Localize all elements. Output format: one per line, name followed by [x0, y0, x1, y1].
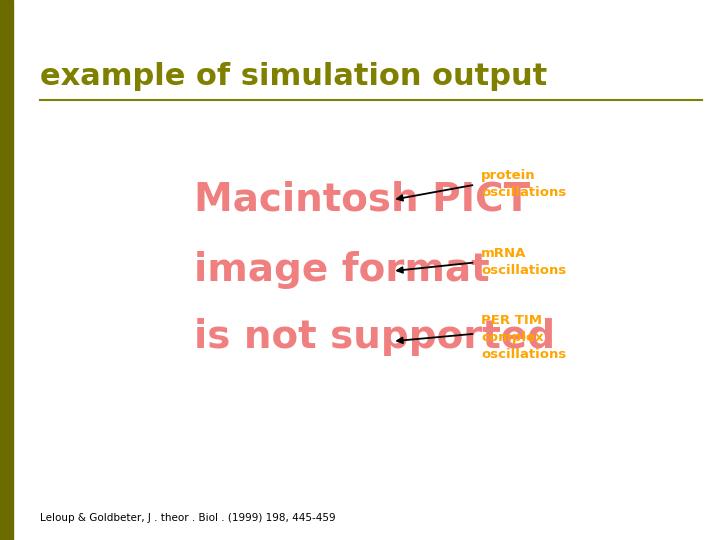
Text: image format: image format — [194, 251, 490, 289]
Text: example of simulation output: example of simulation output — [40, 62, 547, 91]
Text: Leloup & Goldbeter, J . theor . Biol . (1999) 198, 445-459: Leloup & Goldbeter, J . theor . Biol . (… — [40, 512, 336, 523]
Text: PER TIM
complex
oscillations: PER TIM complex oscillations — [481, 314, 566, 361]
Text: Macintosh PICT: Macintosh PICT — [194, 181, 531, 219]
Text: mRNA
oscillations: mRNA oscillations — [481, 247, 566, 278]
Text: is not supported: is not supported — [194, 319, 556, 356]
Text: protein
oscillations: protein oscillations — [481, 168, 566, 199]
